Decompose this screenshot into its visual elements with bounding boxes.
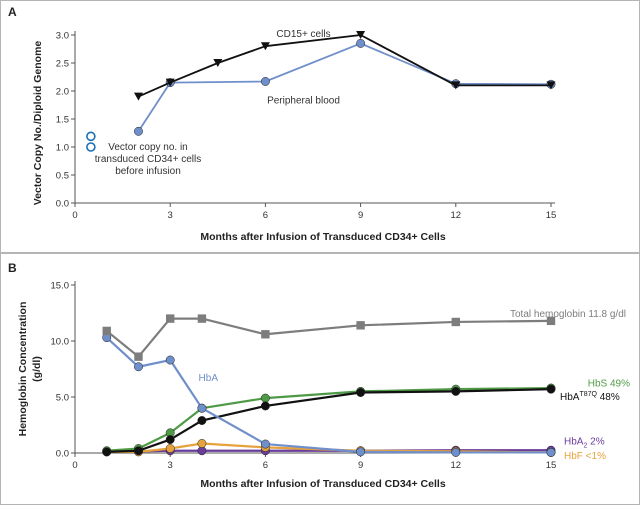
x-tick-label: 15: [546, 210, 557, 221]
data-point-cd15-cells: [356, 31, 366, 39]
y-tick-label: 3.0: [56, 30, 69, 41]
x-tick-label: 3: [168, 460, 173, 471]
series-label-hba2: HbA2 2%: [564, 437, 605, 450]
data-point-hba: [165, 355, 175, 365]
series-label-hba2-main: HbA: [564, 437, 584, 448]
data-point-hba: [260, 439, 270, 449]
panel-a-plot: 0 3 6 9 12 15 0.0 0.5 1.0 1.5 2.0 2.5 3.0 Months afte…: [32, 29, 556, 243]
x-tick-label: 6: [263, 210, 268, 221]
data-point-peripheral-blood: [260, 77, 270, 86]
series-label-hba2-sub: 2: [583, 443, 587, 450]
y-tick-label: 2.5: [56, 58, 69, 69]
x-tick-label: 0: [72, 210, 77, 221]
series-label-hba2-tail: 2%: [587, 437, 604, 448]
y-tick-label: 1.5: [56, 114, 69, 125]
series-line-hbs: [106, 386, 552, 452]
data-point-peripheral-blood: [356, 38, 366, 48]
data-point-hbs: [260, 393, 270, 403]
data-point-hba: [134, 362, 143, 372]
series-label-hbs: HbS 49%: [588, 378, 630, 389]
x-tick-label: 9: [358, 460, 363, 471]
data-point-hba: [451, 447, 461, 457]
x-tick-label: 12: [451, 210, 462, 221]
data-point-total-hemoglobin: [134, 352, 143, 361]
y-tick-label: 0.0: [56, 198, 69, 209]
panel-b-letter: B: [8, 261, 17, 275]
data-point-cd15-cells: [133, 92, 143, 101]
series-label-peripheral-blood: Peripheral blood: [267, 96, 340, 107]
pre-infusion-label: before infusion: [115, 166, 181, 177]
data-point-hba: [546, 447, 556, 457]
data-point-hbf: [165, 444, 175, 453]
y-axis-title-units: (g/dl): [31, 356, 43, 382]
x-tick-label: 12: [451, 460, 462, 471]
data-point-hba: [197, 403, 207, 413]
data-point-hbf: [197, 439, 207, 448]
data-point-hba: [356, 447, 366, 457]
panel-b-frame: [0, 253, 640, 505]
data-point-hba-t87q: [451, 386, 461, 396]
data-point-hba-t87q: [197, 416, 207, 425]
y-tick-label: 0.5: [56, 170, 69, 181]
series-line-cd15-cells: [138, 34, 551, 98]
series-label-hba-t87q-main: HbA: [560, 392, 580, 403]
series-label-hba: HbA: [199, 373, 219, 384]
data-point-hba-t87q: [356, 388, 366, 397]
data-point-total-hemoglobin: [546, 316, 556, 326]
data-point-cd15-cells: [213, 59, 223, 67]
series-label-cd15: CD15+ cells: [276, 29, 330, 40]
data-point-hba-t87q: [260, 401, 270, 411]
y-tick-label: 0.0: [56, 448, 69, 459]
y-tick-label: 2.0: [56, 86, 69, 97]
x-tick-label: 0: [72, 460, 77, 471]
y-tick-label: 5.0: [56, 392, 69, 403]
data-point-hba-t87q: [134, 446, 143, 456]
data-point-cd15-cells: [165, 78, 175, 87]
data-point-cd15-cells: [451, 81, 461, 90]
data-point-hba-t87q: [102, 447, 112, 457]
data-point-cd15-cells: [260, 42, 270, 51]
x-axis-title: Months after Infusion of Transduced CD34…: [200, 478, 445, 490]
data-point-cd15-cells: [546, 81, 556, 90]
series-label-hba-t87q: HbAT87Q 48%: [560, 391, 620, 403]
x-tick-label: 3: [168, 210, 173, 221]
pre-infusion-point: [86, 142, 96, 152]
panel-a-letter: A: [8, 5, 17, 19]
series-line-hba: [105, 336, 551, 454]
data-point-total-hemoglobin: [102, 326, 111, 336]
data-point-total-hemoglobin: [166, 314, 175, 323]
series-label-total-hemoglobin: Total hemoglobin 11.8 g/dl: [510, 309, 626, 320]
y-tick-label: 10.0: [51, 336, 70, 347]
y-axis-title: Vector Copy No./Diploid Genome: [32, 41, 44, 206]
y-tick-label: 1.0: [56, 142, 69, 153]
series-line-peripheral-blood: [137, 42, 552, 132]
x-axis-title: Months after Infusion of Transduced CD34…: [200, 231, 445, 243]
data-point-total-hemoglobin: [261, 330, 270, 339]
pre-infusion-label: Vector copy no. in: [108, 142, 188, 153]
x-tick-label: 15: [546, 460, 557, 471]
series-label-hba-t87q-tail: 48%: [597, 392, 620, 403]
x-tick-label: 6: [263, 460, 268, 471]
series-label-hba-t87q-sup: T87Q: [579, 391, 597, 398]
data-point-total-hemoglobin: [451, 317, 460, 327]
y-axis-title: Hemoglobin Concentration: [17, 302, 29, 437]
series-line-hbf: [106, 442, 552, 454]
data-point-hba-t87q: [165, 435, 175, 445]
panel-b-plot: 0 3 6 9 12 15 0.0 5.0 10.0 15.0 Months after Infus…: [17, 280, 630, 490]
pre-infusion-point: [86, 131, 96, 142]
data-point-total-hemoglobin: [197, 314, 207, 323]
data-point-peripheral-blood: [134, 126, 143, 136]
series-line-hba-t87q: [106, 388, 552, 453]
x-tick-label: 9: [358, 210, 363, 221]
series-line-total-hemoglobin: [106, 317, 552, 358]
pre-infusion-label: transduced CD34+ cells: [95, 154, 201, 165]
data-point-hba-t87q: [546, 384, 556, 394]
series-label-hbf: HbF <1%: [564, 451, 606, 462]
y-tick-label: 15.0: [51, 280, 70, 291]
data-point-total-hemoglobin: [356, 321, 365, 330]
